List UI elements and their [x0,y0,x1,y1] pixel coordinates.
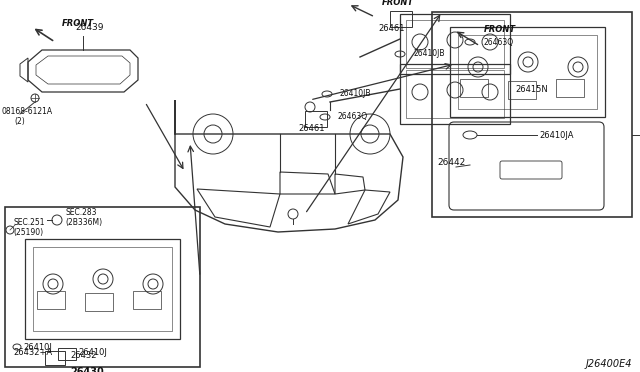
Bar [508,81,536,99]
Bar [58,348,76,360]
Text: 26410JA: 26410JA [539,131,573,140]
Text: 26432: 26432 [70,351,97,360]
Text: SEC.283: SEC.283 [65,208,97,217]
Text: FRONT: FRONT [484,25,516,34]
Bar [556,79,584,97]
Text: 26410JB: 26410JB [340,90,371,99]
Text: FRONT: FRONT [382,0,414,7]
Bar [85,293,113,311]
Text: 26410J: 26410J [78,348,107,357]
Bar [45,351,65,365]
Bar [305,111,327,127]
Text: 26463Q: 26463Q [483,38,513,46]
Bar [133,291,161,309]
Text: (25190): (25190) [13,228,43,237]
Text: 26439: 26439 [75,23,104,32]
Text: 26463Q: 26463Q [338,112,368,122]
Text: 26430: 26430 [70,367,104,372]
Text: (2): (2) [14,117,25,126]
Text: 26461: 26461 [378,24,404,33]
Text: 08168-6121A: 08168-6121A [2,107,53,116]
Bar [37,291,65,309]
Bar [460,79,488,97]
Text: FRONT: FRONT [62,19,94,28]
Bar [5,207,200,367]
Text: SEC.251: SEC.251 [13,218,45,227]
Text: (2B336M): (2B336M) [65,218,102,227]
Bar [390,11,412,27]
Text: 26442: 26442 [437,158,465,167]
Text: 26461: 26461 [298,124,324,133]
Text: 26415N: 26415N [515,84,548,93]
Text: 26410J: 26410J [23,343,52,352]
Text: 26410JB: 26410JB [413,49,445,58]
Text: 26432+A: 26432+A [13,348,52,357]
Bar [432,12,632,217]
Text: J26400E4: J26400E4 [586,359,632,369]
